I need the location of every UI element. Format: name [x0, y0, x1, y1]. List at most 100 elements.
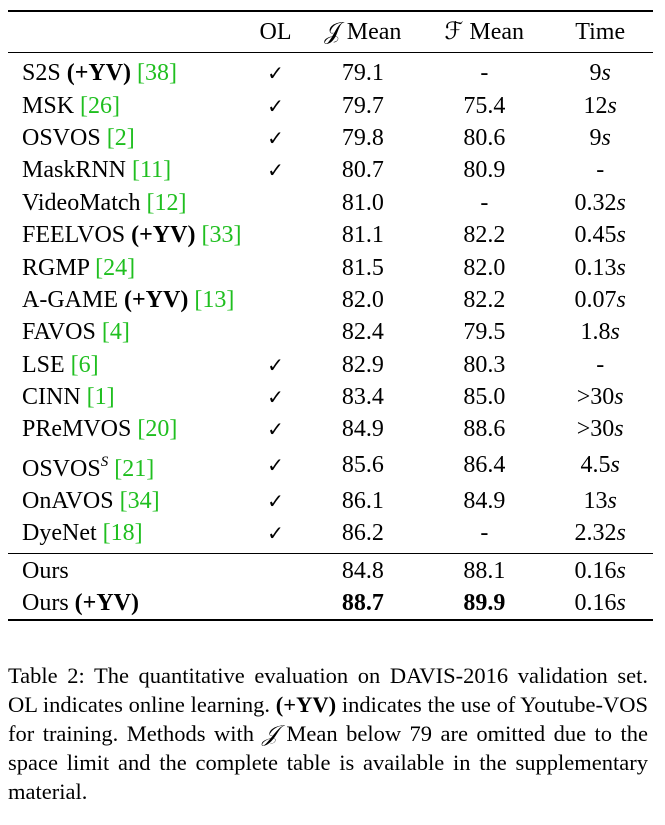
- time-unit: s: [607, 487, 617, 514]
- f-mean-cell: 89.9: [463, 590, 506, 617]
- citation-link[interactable]: [18]: [102, 520, 143, 547]
- time-value: -: [596, 157, 605, 184]
- time-cell: 9s: [547, 53, 653, 90]
- time-unit: s: [610, 452, 620, 479]
- table-row: MaskRNN [11] ✓ 80.7 80.9 -: [8, 154, 653, 186]
- time-cell: 0.13s: [547, 251, 653, 283]
- checkmark-icon: ✓: [267, 158, 284, 183]
- time-cell: 0.45s: [547, 219, 653, 251]
- header-time: Time: [575, 19, 626, 45]
- online-learning-cell: ✓: [247, 517, 305, 554]
- online-learning-cell: [247, 187, 305, 219]
- citation-link[interactable]: [24]: [95, 254, 136, 281]
- j-mean-cell: 84.8: [341, 557, 384, 584]
- j-mean-cell: 88.7: [341, 590, 384, 617]
- citation-link[interactable]: [34]: [119, 487, 160, 514]
- time-value: 0.16: [574, 590, 617, 617]
- citation-link[interactable]: [20]: [137, 416, 178, 443]
- checkmark-icon: ✓: [267, 125, 284, 150]
- citation-link[interactable]: [13]: [194, 286, 235, 313]
- time-value: 1.8: [580, 319, 611, 346]
- table-row: Ours 84.8 88.1 0.16s: [8, 554, 653, 587]
- checkmark-icon: ✓: [267, 93, 284, 118]
- time-value: >30: [576, 416, 615, 443]
- f-mean-cell: -: [480, 189, 489, 216]
- time-unit: s: [616, 590, 626, 617]
- method-name: OSVOS: [22, 124, 101, 151]
- citation-link[interactable]: [6]: [70, 351, 99, 378]
- j-mean-cell: 82.0: [341, 286, 384, 313]
- table-row: OnAVOS [34] ✓ 86.1 84.9 13s: [8, 485, 653, 517]
- method-cell: Ours: [8, 554, 247, 587]
- citation-link[interactable]: [11]: [132, 157, 172, 184]
- time-value: 0.32: [574, 189, 617, 216]
- citation-link[interactable]: [2]: [106, 124, 135, 151]
- citation-link[interactable]: [12]: [146, 189, 187, 216]
- header-j-mean: 𝒥 Mean: [324, 19, 402, 45]
- method-cell: FAVOS [4]: [8, 316, 247, 348]
- checkmark-icon: ✓: [267, 453, 284, 478]
- online-learning-cell: [247, 219, 305, 251]
- table-row: S2S (+YV) [38] ✓ 79.1 - 9s: [8, 53, 653, 90]
- method-cell: FEELVOS (+YV) [33]: [8, 219, 247, 251]
- method-name: FEELVOS: [22, 222, 126, 249]
- citation-link[interactable]: [33]: [201, 222, 242, 249]
- time-cell: >30s: [547, 413, 653, 445]
- caption-bold-yv: (+YV): [275, 692, 337, 717]
- method-name: FAVOS: [22, 319, 96, 346]
- youtube-vos-flag: (+YV): [68, 590, 139, 617]
- time-cell: 1.8s: [547, 316, 653, 348]
- method-cell: VideoMatch [12]: [8, 187, 247, 219]
- online-learning-cell: [247, 251, 305, 283]
- time-unit: s: [601, 124, 611, 151]
- citation-link[interactable]: [38]: [137, 60, 178, 87]
- method-name: MaskRNN: [22, 157, 127, 184]
- citation-link[interactable]: [1]: [86, 384, 115, 411]
- time-unit: s: [616, 286, 626, 313]
- time-cell: 4.5s: [547, 446, 653, 485]
- method-cell: DyeNet [18]: [8, 517, 247, 554]
- time-cell: 0.16s: [547, 587, 653, 620]
- table-row: MSK [26] ✓ 79.7 75.4 12s: [8, 89, 653, 121]
- checkmark-icon: ✓: [267, 417, 284, 442]
- time-value: 4.5: [580, 452, 611, 479]
- caption-j-symbol: 𝒥: [262, 721, 278, 746]
- time-unit: s: [614, 384, 624, 411]
- checkmark-icon: ✓: [267, 61, 284, 86]
- method-name: A-GAME: [22, 286, 118, 313]
- j-mean-cell: 79.1: [341, 60, 384, 87]
- f-mean-cell: 80.3: [463, 351, 506, 378]
- table-header: OL 𝒥 Mean ℱ Mean Time: [8, 11, 653, 53]
- time-unit: s: [616, 222, 626, 249]
- citation-link[interactable]: [21]: [114, 455, 155, 482]
- time-unit: s: [601, 60, 611, 87]
- caption-part3: Mean below 79 are omitted due to the spa…: [8, 721, 648, 804]
- time-unit: s: [616, 189, 626, 216]
- youtube-vos-flag: (+YV): [125, 222, 196, 249]
- f-mean-cell: -: [480, 60, 489, 87]
- method-name: MSK: [22, 92, 75, 119]
- table-body-ours: Ours 84.8 88.1 0.16s Ours (+YV) 88.7 89.9 0.16s: [8, 553, 653, 621]
- citation-link[interactable]: [26]: [80, 92, 121, 119]
- method-name: LSE: [22, 351, 65, 378]
- online-learning-cell: [247, 587, 305, 620]
- method-name: DyeNet: [22, 520, 97, 547]
- method-cell: OnAVOS [34]: [8, 485, 247, 517]
- time-cell: >30s: [547, 381, 653, 413]
- j-mean-cell: 86.1: [341, 487, 384, 514]
- youtube-vos-flag: (+YV): [60, 60, 132, 87]
- citation-link[interactable]: [4]: [101, 319, 130, 346]
- header-f-mean: ℱ Mean: [444, 19, 525, 45]
- time-cell: 0.32s: [547, 187, 653, 219]
- time-value: >30: [576, 384, 615, 411]
- f-mean-cell: 88.6: [463, 416, 506, 443]
- time-unit: s: [616, 557, 626, 584]
- j-mean-cell: 79.7: [341, 92, 384, 119]
- time-value: 13: [583, 487, 608, 514]
- f-mean-cell: 86.4: [463, 452, 506, 479]
- j-mean-cell: 84.9: [341, 416, 384, 443]
- time-value: 2.32: [574, 520, 617, 547]
- f-mean-cell: 82.0: [463, 254, 506, 281]
- j-mean-cell: 86.2: [341, 520, 384, 547]
- table-row: FEELVOS (+YV) [33] 81.1 82.2 0.45s: [8, 219, 653, 251]
